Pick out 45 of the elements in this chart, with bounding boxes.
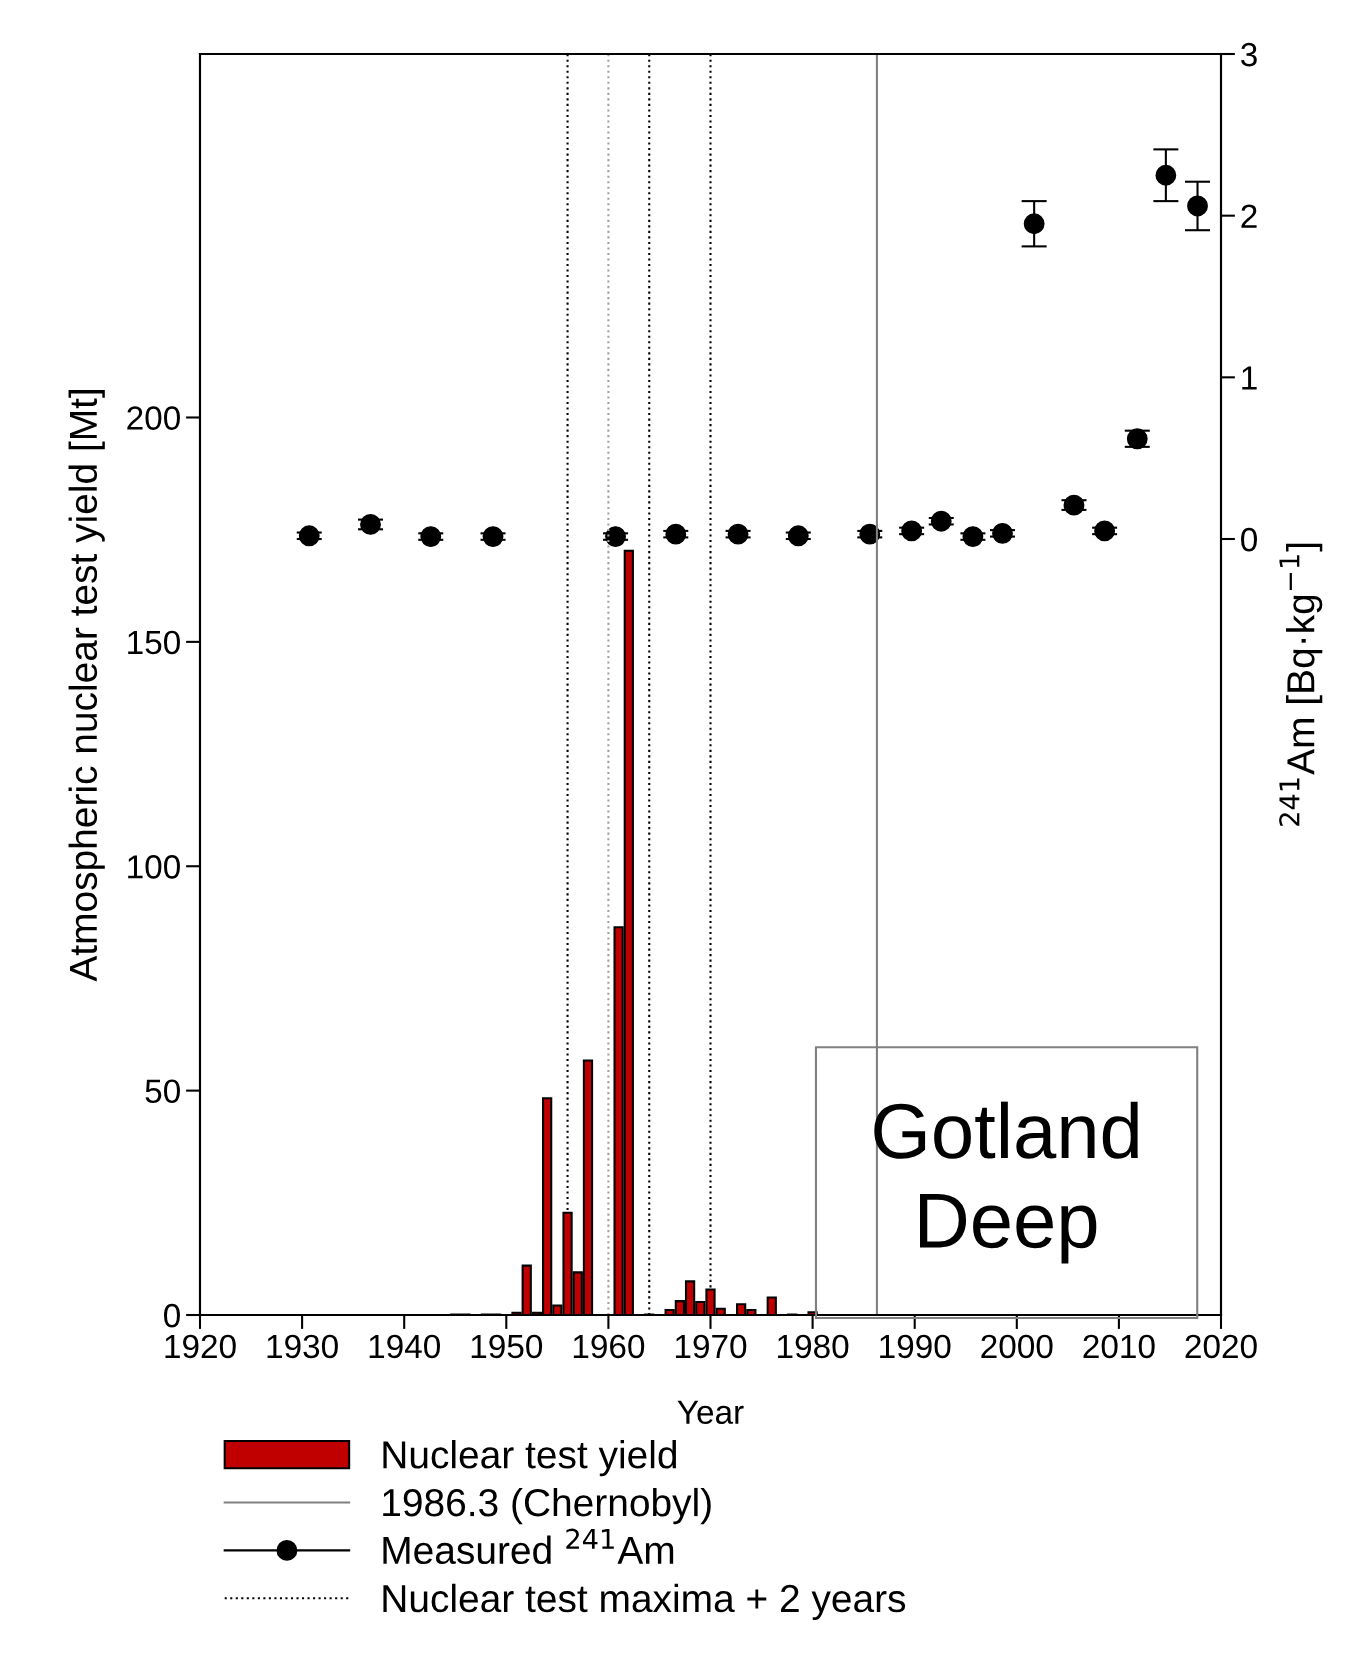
y2-tick-label: 0	[1241, 527, 1257, 552]
x-axis-title: Year	[677, 1400, 744, 1425]
point	[482, 526, 504, 547]
y2-tick-label: 3	[1241, 42, 1257, 67]
point	[605, 526, 626, 547]
x-tick-label: 1930	[267, 1334, 338, 1359]
x-tick-label: 1950	[471, 1334, 543, 1359]
point	[665, 523, 687, 545]
point	[1155, 164, 1177, 186]
annotation: Gotland Deep	[874, 1101, 1138, 1264]
point	[727, 523, 749, 545]
point	[298, 525, 320, 547]
y-tick-label: 50	[145, 1079, 180, 1104]
y-axis-title: Atmospheric nuclear test yield [Mt]	[68, 390, 105, 982]
point	[930, 510, 952, 532]
x-tick-label: 1980	[778, 1334, 849, 1359]
point	[962, 526, 984, 547]
point	[787, 525, 809, 547]
y-tick-label: 200	[127, 406, 180, 430]
point	[1063, 494, 1085, 516]
legend-label: Nuclear test maxima + 2 years	[383, 1583, 906, 1620]
legend-label: Nuclear test yield	[383, 1439, 677, 1477]
point	[992, 522, 1013, 544]
x-tick-label: 2000	[981, 1334, 1053, 1359]
y-tick-label: 0	[164, 1303, 180, 1328]
point	[901, 520, 923, 542]
y2-tick-label: 2	[1241, 204, 1257, 228]
y-tick-label: 100	[128, 855, 180, 879]
x-tick-label: 2010	[1083, 1334, 1155, 1359]
point	[1187, 195, 1208, 217]
x-tick-label: 1960	[573, 1334, 645, 1359]
point	[1023, 213, 1045, 235]
y2-tick-label: 1	[1242, 366, 1257, 390]
point	[420, 526, 442, 547]
x-tick-label: 1920	[165, 1334, 236, 1359]
x-tick-label: 1970	[675, 1334, 747, 1359]
legend-label: Measured $^{241}$Am	[383, 1528, 674, 1565]
point	[1094, 520, 1116, 542]
x-tick-label: 1990	[880, 1334, 951, 1359]
x-tick-label: 1940	[369, 1334, 440, 1359]
x-tick-label: 2020	[1185, 1334, 1257, 1359]
point	[859, 523, 881, 545]
y2-axis-title: $^{241}$Am [Bq·kg$^{−1}$]	[1279, 543, 1323, 826]
y-tick-label: 150	[128, 630, 180, 655]
legend-label: 1986.3 (Chernobyl)	[383, 1487, 711, 1525]
